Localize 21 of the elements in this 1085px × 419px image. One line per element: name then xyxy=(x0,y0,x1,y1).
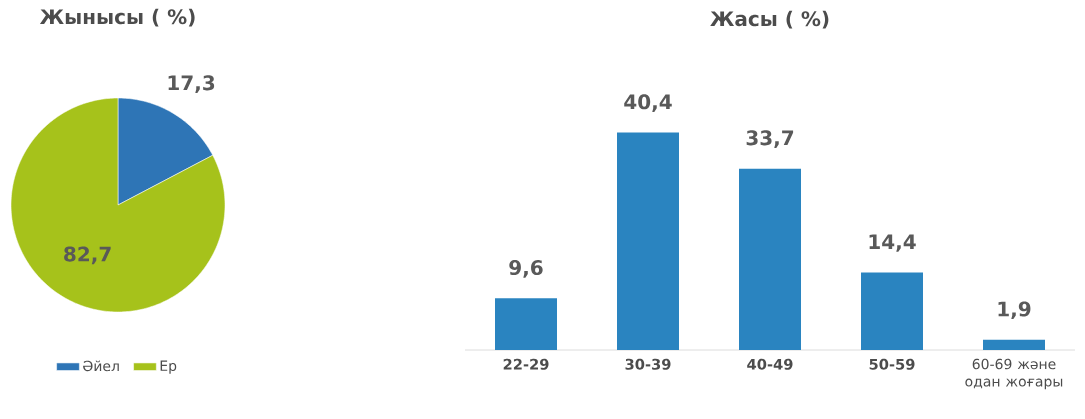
data-label: 14,4 xyxy=(869,234,916,252)
x-tick-label: 30-39 xyxy=(625,358,671,370)
data-label: 82,7 xyxy=(64,246,111,265)
chart-title: Жасы ( %) xyxy=(710,10,829,29)
data-label: 1,9 xyxy=(998,301,1031,320)
bar xyxy=(495,298,558,350)
data-label: 17,3 xyxy=(168,75,215,93)
legend-label: Әйел xyxy=(83,360,119,372)
bar xyxy=(617,132,679,350)
x-tick-label: 22-29 xyxy=(503,358,549,370)
chart-title: Жынысы ( %) xyxy=(39,8,195,27)
bar xyxy=(739,168,801,350)
bar xyxy=(861,272,923,350)
data-label: 40,4 xyxy=(624,94,672,112)
bar xyxy=(983,339,1045,350)
x-tick-label: 50-59 xyxy=(869,358,915,370)
data-label: 9,6 xyxy=(509,259,543,278)
data-label: 33,7 xyxy=(746,130,794,148)
legend-label: Ер xyxy=(160,360,177,374)
x-tick-label: 40-49 xyxy=(747,358,793,370)
x-tick-label: 60-69 және одан жоғары xyxy=(965,358,1063,390)
